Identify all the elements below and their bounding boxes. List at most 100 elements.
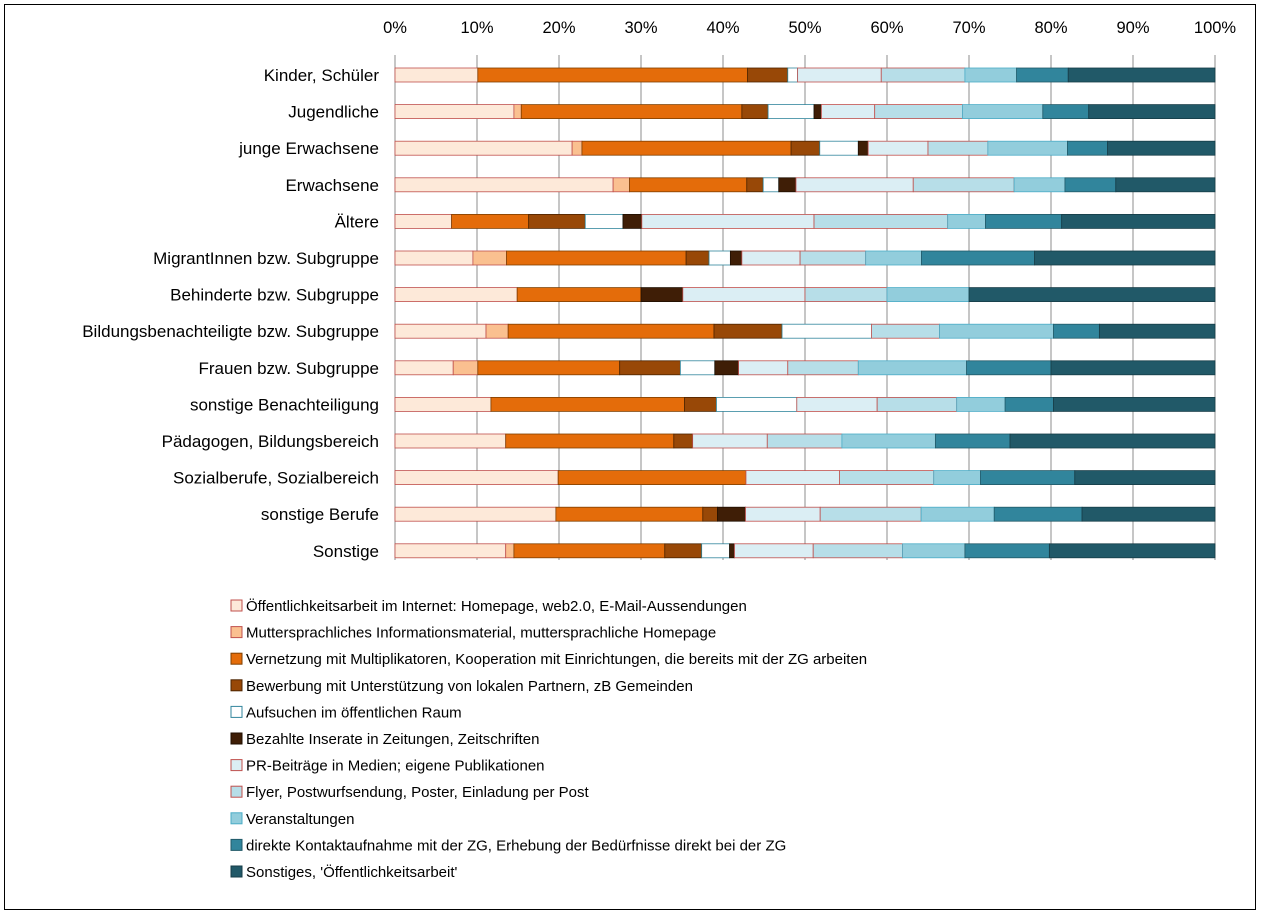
bar-segment xyxy=(841,433,936,449)
legend-swatch xyxy=(230,679,243,692)
bar-segment xyxy=(797,67,882,83)
bar-segment xyxy=(477,360,621,376)
bar-segment xyxy=(394,287,518,303)
bar-segment xyxy=(507,323,715,339)
bar-segment xyxy=(394,323,487,339)
bar-segment xyxy=(741,250,801,266)
bar-segment xyxy=(673,433,694,449)
bar-segment xyxy=(964,543,1050,559)
bar-segment xyxy=(1053,396,1216,412)
bar-segment xyxy=(490,396,685,412)
bar-segment xyxy=(766,433,843,449)
bar-segment xyxy=(1061,213,1216,229)
bar-segment xyxy=(927,140,989,156)
category-label: Sonstige xyxy=(313,542,379,561)
legend-swatch xyxy=(230,838,243,851)
bar-segment xyxy=(584,213,624,229)
bar-segment xyxy=(505,433,675,449)
x-tick-label: 40% xyxy=(706,19,739,37)
bar-segment xyxy=(1107,140,1216,156)
bar-segment xyxy=(729,250,743,266)
x-tick-label: 0% xyxy=(383,19,407,37)
bar-segment xyxy=(685,250,710,266)
bar-segment xyxy=(1042,104,1090,119)
category-label: Erwachsene xyxy=(285,176,379,195)
bar-segment xyxy=(1050,360,1216,376)
bar-segment xyxy=(520,104,743,119)
legend-label: Bewerbung mit Unterstützung von lokalen … xyxy=(246,678,693,695)
chart-frame: 0% 10% 20% 30% 40% 50% 60% 70% 80% 90% 100% Kinder… xyxy=(4,4,1256,910)
x-tick-label: 80% xyxy=(1034,19,1067,37)
category-label: Frauen bzw. Subgruppe xyxy=(198,359,379,378)
bar-segment xyxy=(612,177,630,193)
x-tick-label: 20% xyxy=(542,19,575,37)
bar-segment xyxy=(1098,323,1216,339)
bar-segment xyxy=(804,287,888,303)
x-tick-label: 90% xyxy=(1116,19,1149,37)
category-label: Bildungsbenachteiligte bzw. Subgruppe xyxy=(82,322,379,341)
bar-segment xyxy=(394,396,492,412)
bar-segment xyxy=(485,323,509,339)
bar-segment xyxy=(394,213,452,229)
bar-segment xyxy=(1016,67,1069,83)
bar-segment xyxy=(451,213,530,229)
bar-segment xyxy=(947,213,986,229)
x-tick-label: 100% xyxy=(1194,19,1237,37)
bar-segment xyxy=(640,287,684,303)
bar-segment xyxy=(741,104,769,119)
bar-segment xyxy=(880,67,966,83)
category-label: junge Erwachsene xyxy=(238,139,379,158)
legend-label: Flyer, Postwurfsendung, Poster, Einladun… xyxy=(246,784,590,801)
bar-segment xyxy=(912,177,1015,193)
bar-segment xyxy=(956,396,1006,412)
legend-swatch xyxy=(230,732,243,745)
bar-segment xyxy=(394,67,479,83)
bar-segment xyxy=(876,396,958,412)
bar-segment xyxy=(729,543,735,559)
bar-segment xyxy=(555,506,704,522)
bar-segment xyxy=(1034,250,1216,266)
bar-segment xyxy=(682,287,806,303)
legend-label: Muttersprachliches Informationsmaterial,… xyxy=(246,625,716,642)
bar-segment xyxy=(452,360,479,376)
x-tick-label: 30% xyxy=(624,19,657,37)
bar-segment xyxy=(968,287,1216,303)
bar-segment xyxy=(821,104,876,119)
bar-segment xyxy=(902,543,966,559)
legend-label: PR-Beiträge in Medien; eigene Publikatio… xyxy=(246,758,545,775)
bar-segment xyxy=(394,177,614,193)
y-axis-categories: Kinder, Schüler Jugendliche junge Erwachse… xyxy=(82,66,379,561)
bar-segment xyxy=(865,250,922,266)
bar-segment xyxy=(713,323,783,339)
legend-label: Sonstiges, 'Öffentlichkeitsarbeit' xyxy=(246,863,458,881)
bar-segment xyxy=(394,433,507,449)
bar-segment xyxy=(980,470,1076,486)
legend-swatch xyxy=(230,599,243,612)
category-label: sonstige Berufe xyxy=(261,505,379,524)
bar-segment xyxy=(819,506,922,522)
bar-segment xyxy=(747,67,789,83)
category-label: Ältere xyxy=(335,212,379,231)
bar-segment xyxy=(684,396,717,412)
legend-swatch xyxy=(230,626,243,639)
bar-segment xyxy=(799,250,867,266)
bar-segment xyxy=(394,360,454,376)
bar-segment xyxy=(702,506,718,522)
category-label: Kinder, Schüler xyxy=(264,66,380,85)
x-tick-label: 10% xyxy=(460,19,493,37)
bar-segment xyxy=(513,543,666,559)
stacked-bar-chart: 0% 10% 20% 30% 40% 50% 60% 70% 80% 90% 100% Kinder… xyxy=(82,19,1237,881)
bar-segment xyxy=(1004,396,1054,412)
bar-segment xyxy=(513,104,522,119)
bar-segment xyxy=(394,543,507,559)
bar-segment xyxy=(505,543,515,559)
bar-segment xyxy=(472,250,507,266)
bar-segment xyxy=(1013,177,1066,193)
legend-swatch xyxy=(230,759,243,772)
bar-segment xyxy=(933,470,981,486)
bar-segment xyxy=(857,140,869,156)
legend-label: Öffentlichkeitsarbeit im Internet: Homep… xyxy=(246,597,747,615)
bar-segment xyxy=(394,506,557,522)
bar-segment xyxy=(819,140,859,156)
bar-segment xyxy=(581,140,792,156)
